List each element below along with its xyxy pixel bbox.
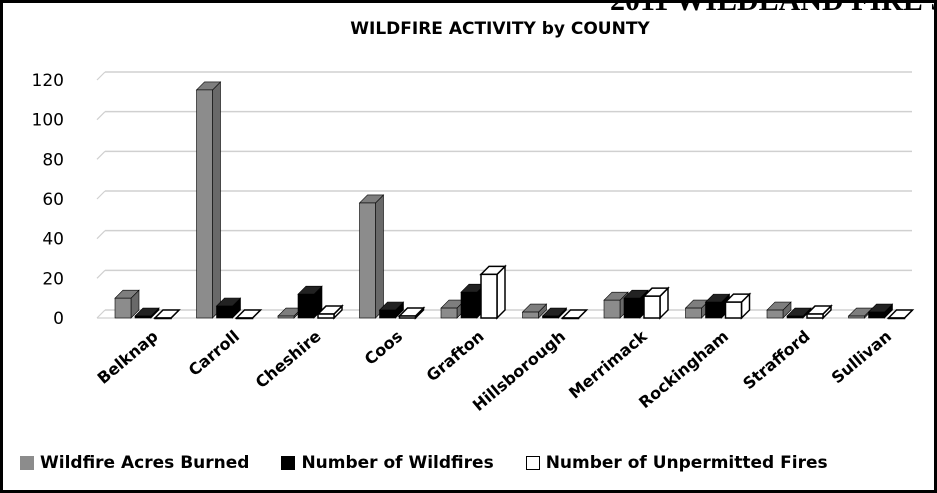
- x-tick-label: Sullivan: [828, 327, 895, 388]
- y-tick-label: 120: [32, 71, 64, 91]
- bar: [440, 307, 458, 319]
- bar: [643, 295, 661, 319]
- x-tick-label: Strafford: [739, 327, 813, 394]
- legend-item-acres: Wildfire Acres Burned: [20, 453, 249, 473]
- bar-top: [886, 309, 915, 319]
- x-tick-label: Belknap: [94, 327, 162, 388]
- legend-swatch-wildfires: [281, 456, 296, 470]
- x-tick-label: Coos: [361, 327, 406, 369]
- y-tick-label: 40: [42, 230, 64, 250]
- x-tick-label: Merrimack: [565, 326, 651, 402]
- bar: [235, 317, 254, 320]
- gridline-diagonal: [96, 190, 106, 200]
- gridline-diagonal: [96, 150, 106, 160]
- bar: [216, 305, 233, 319]
- legend-item-unpermitted: Number of Unpermitted Fires: [525, 453, 828, 473]
- y-tick-label: 0: [53, 309, 64, 329]
- bar: [786, 315, 804, 319]
- bar: [134, 315, 152, 319]
- page-header-text: 2011 WILDLAND FIRE STATISTICS: [610, 0, 937, 16]
- bar: [522, 311, 539, 319]
- y-tick-label: 20: [42, 269, 64, 289]
- gridline-diagonal: [96, 111, 106, 121]
- chart-legend: Wildfire Acres Burned Number of Wildfire…: [20, 453, 828, 473]
- y-tick-label: 60: [42, 190, 64, 210]
- bar-side: [375, 194, 384, 319]
- bar: [887, 317, 906, 320]
- x-tick-label: Cheshire: [252, 326, 325, 392]
- bar: [724, 301, 743, 319]
- bar-side: [212, 81, 221, 319]
- bar: [561, 317, 580, 320]
- legend-swatch-acres: [20, 456, 34, 470]
- x-tick-label: Rockingham: [635, 327, 732, 413]
- bar-top: [234, 309, 263, 319]
- bar: [154, 317, 172, 320]
- gridline-diagonal: [96, 71, 106, 81]
- bar: [359, 202, 376, 319]
- bar: [398, 315, 417, 319]
- bar: [806, 313, 824, 319]
- gridline-diagonal: [96, 230, 106, 240]
- bar: [196, 89, 213, 319]
- y-tick-label: 100: [32, 111, 64, 131]
- bar: [685, 307, 702, 319]
- bar: [603, 299, 621, 319]
- legend-label-unpermitted: Number of Unpermitted Fires: [545, 453, 828, 473]
- bar: [705, 301, 722, 319]
- legend-label-wildfires: Number of Wildfires: [301, 453, 494, 473]
- bar: [480, 273, 498, 319]
- chart-title: WILDFIRE ACTIVITY by COUNTY: [350, 19, 650, 39]
- x-tick-label: Carroll: [185, 327, 243, 380]
- x-tick-label: Grafton: [423, 327, 488, 386]
- bar: [317, 313, 335, 319]
- y-tick-label: 80: [42, 150, 64, 170]
- bar: [766, 309, 784, 319]
- gridline-diagonal: [96, 269, 106, 279]
- legend-swatch-unpermitted: [525, 456, 540, 470]
- bar: [848, 315, 865, 319]
- legend-label-acres: Wildfire Acres Burned: [40, 453, 250, 473]
- bar: [542, 315, 559, 319]
- bar-top: [153, 309, 181, 319]
- bar: [297, 293, 315, 319]
- bar: [114, 297, 132, 319]
- gridline-diagonal: [96, 309, 106, 319]
- bar: [379, 309, 396, 319]
- bar: [623, 297, 641, 319]
- bar: [277, 315, 295, 319]
- legend-item-wildfires: Number of Wildfires: [281, 453, 494, 473]
- bar: [460, 291, 478, 319]
- bar-top: [560, 309, 589, 319]
- bar: [868, 311, 885, 319]
